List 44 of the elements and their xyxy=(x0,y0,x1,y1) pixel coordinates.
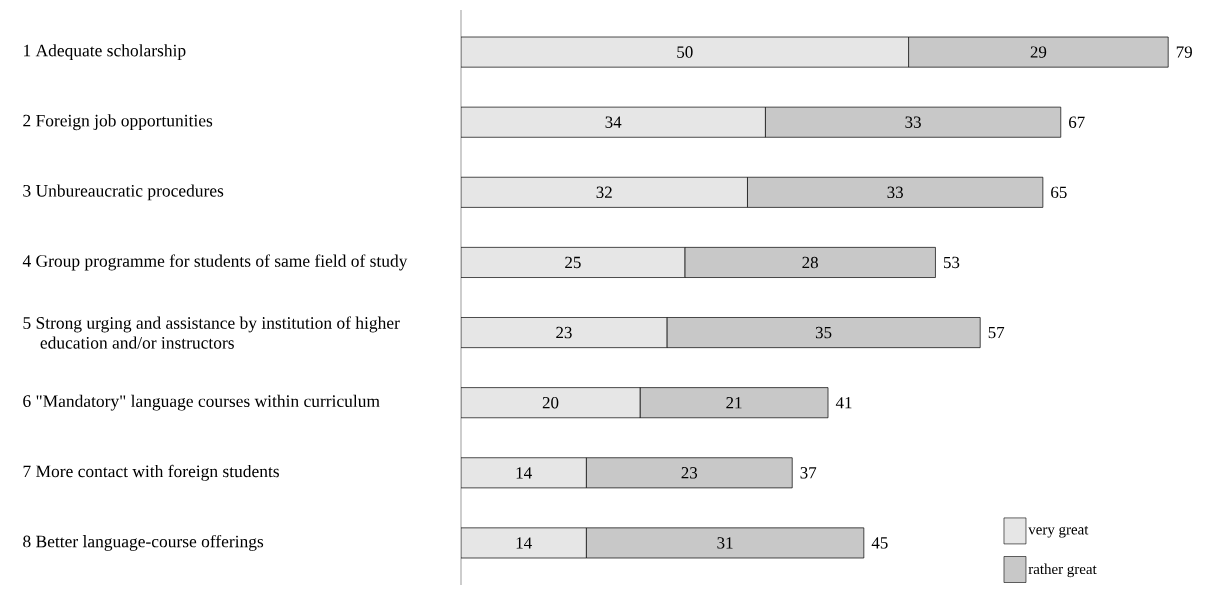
legend-label: rather great xyxy=(1028,563,1097,578)
total-label: 41 xyxy=(835,397,852,409)
legend-label: very great xyxy=(1028,525,1089,538)
bar xyxy=(461,176,748,208)
data-label: 34 xyxy=(605,116,622,128)
bar xyxy=(461,527,587,559)
bar xyxy=(461,36,909,68)
y-tick-label: 4 Group programme for students of same field of study xyxy=(22,254,408,271)
data-label: 35 xyxy=(815,326,832,339)
y-tick-label: 6 "Mandatory" language courses within curriculum xyxy=(23,394,380,411)
bar xyxy=(639,387,829,419)
bar xyxy=(461,457,587,489)
y-tick-label: 3 Unbureaucratic procedures xyxy=(23,184,224,201)
y-tick-label: 2 Foreign job opportunities xyxy=(23,114,213,131)
data-label: 14 xyxy=(516,467,532,479)
data-label: 50 xyxy=(677,46,693,58)
data-label: 14 xyxy=(516,537,532,549)
bar xyxy=(461,106,766,138)
data-label: 23 xyxy=(556,326,572,339)
total-label: 79 xyxy=(1176,46,1192,58)
data-label: 32 xyxy=(596,186,612,199)
data-label: 23 xyxy=(681,467,698,479)
data-label: 21 xyxy=(726,397,742,409)
total-label: 37 xyxy=(800,467,817,479)
total-label: 53 xyxy=(943,256,960,269)
bar xyxy=(461,247,686,278)
bar xyxy=(585,457,793,489)
y-tick-label: 7 More contact with foreign students xyxy=(23,464,279,481)
data-label: 20 xyxy=(542,396,559,409)
total-label: 65 xyxy=(1051,186,1067,199)
data-label: 33 xyxy=(905,116,921,128)
data-label: 25 xyxy=(565,256,581,269)
data-label: 33 xyxy=(887,186,903,199)
data-label: 29 xyxy=(1030,46,1047,58)
total-label: 57 xyxy=(988,326,1005,339)
bar xyxy=(461,317,668,348)
y-tick-label: 8 Better language-course offerings xyxy=(23,534,264,551)
total-label: 45 xyxy=(871,537,888,549)
data-label: 31 xyxy=(717,537,733,549)
total-label: 67 xyxy=(1069,116,1085,128)
y-tick-label: 5 Strong urging and assistance by institution of higher education and/or instructors xyxy=(23,316,400,349)
y-tick-label: 1 Adequate scholarship xyxy=(24,44,186,60)
data-label: 28 xyxy=(802,256,818,269)
bar xyxy=(461,387,641,419)
